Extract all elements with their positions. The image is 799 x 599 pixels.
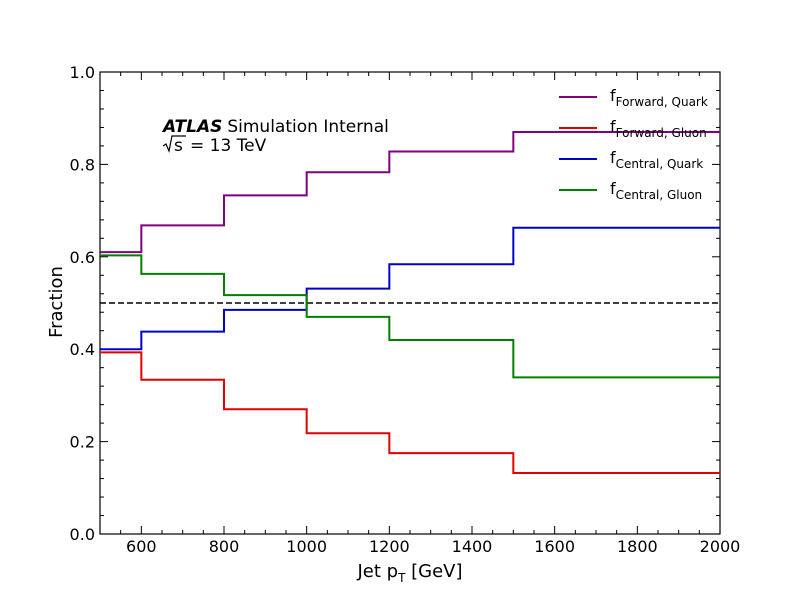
x-tick-label: 1200 — [369, 537, 410, 556]
sqrt-icon — [162, 135, 186, 154]
annotation-line-1: ATLAS Simulation Internal — [161, 117, 389, 137]
x-tick-label: 1000 — [286, 537, 327, 556]
legend-label: fCentral, Quark — [610, 148, 703, 171]
y-tick-label: 0.0 — [70, 525, 95, 544]
energy-value: = 13 TeV — [190, 136, 267, 156]
x-tick-label: 600 — [126, 537, 157, 556]
x-tick-label: 1800 — [617, 537, 658, 556]
x-axis-ticks: 600 800 1000 1200 1400 1600 1800 2000 — [126, 72, 740, 556]
x-tick-label: 1600 — [534, 537, 575, 556]
legend: fForward, Quark fForward, Gluon fCentral, … — [559, 86, 708, 202]
series-line-2 — [100, 351, 720, 475]
experiment-label: ATLAS — [161, 117, 222, 137]
legend-label: fCentral, Gluon — [610, 179, 702, 202]
annotation-line-2: s = 13 TeV — [162, 135, 267, 156]
series-line-1 — [100, 131, 720, 254]
y-tick-label: 0.6 — [70, 248, 95, 267]
x-tick-label: 2000 — [700, 537, 741, 556]
minor-ticks — [99, 72, 720, 534]
series-group — [100, 131, 720, 475]
series-line-4 — [100, 254, 720, 379]
y-tick-label: 0.2 — [70, 433, 95, 452]
y-axis-title: Fraction — [46, 266, 67, 338]
y-tick-label: 0.8 — [70, 155, 95, 174]
legend-label: fForward, Gluon — [610, 117, 707, 140]
x-axis-title: Jet pT [GeV] — [356, 561, 462, 585]
x-tick-label: 1400 — [452, 537, 493, 556]
x-tick-label: 800 — [209, 537, 240, 556]
status-label: Simulation Internal — [227, 117, 388, 137]
atlas-annotation: ATLAS Simulation Internal s = 13 TeV — [161, 117, 389, 156]
energy-symbol: s — [174, 136, 183, 156]
series-line-3 — [100, 226, 720, 351]
y-axis-ticks: 0.0 0.2 0.4 0.6 0.8 1.0 — [70, 63, 720, 544]
y-tick-label: 0.4 — [70, 340, 95, 359]
legend-label: fForward, Quark — [610, 86, 708, 109]
y-tick-label: 1.0 — [70, 63, 95, 82]
